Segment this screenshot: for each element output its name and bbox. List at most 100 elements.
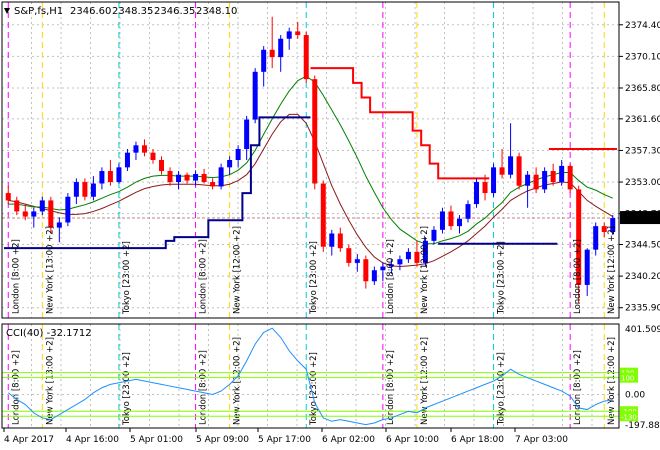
candle-body bbox=[141, 145, 147, 153]
cci-level-label: -130 bbox=[621, 413, 637, 421]
session-label-cci: London [8:00 +2] bbox=[199, 350, 209, 425]
session-label-main: London [8:00 +2] bbox=[11, 239, 21, 314]
time-tick-label: 6 Apr 02:00 bbox=[322, 435, 375, 445]
ohlc-close: 2348.10 bbox=[196, 6, 237, 17]
candle-body bbox=[82, 182, 88, 197]
current-price-tag bbox=[620, 211, 660, 225]
price-tick-label: 2344.50 bbox=[625, 241, 660, 251]
resistance-line bbox=[310, 67, 490, 180]
session-label-main: Tokyo [23:00 +2] bbox=[497, 241, 507, 315]
session-label-main: London [8:00 +2] bbox=[386, 239, 396, 314]
main-pane-frame bbox=[1, 1, 620, 319]
symbol-title: S&P,fs,H1 bbox=[14, 6, 63, 17]
session-label-main: Tokyo [23:00 +2] bbox=[309, 241, 319, 315]
candlestick-series bbox=[5, 16, 616, 304]
candle-body bbox=[584, 249, 590, 285]
candle-body bbox=[56, 222, 62, 228]
ohlc-open: 2346.60 bbox=[70, 6, 111, 17]
session-label-main: New York [12:00 +2] bbox=[233, 226, 243, 314]
candle-body bbox=[303, 35, 309, 80]
candle-body bbox=[525, 174, 531, 186]
price-axis: 2374.40 2370.10 2365.80 2361.60 2357.30 2353.… bbox=[619, 21, 660, 314]
candle-body bbox=[244, 119, 250, 149]
candle-body bbox=[405, 251, 411, 260]
candle-body bbox=[39, 200, 45, 212]
price-tick-label: 2370.10 bbox=[625, 52, 660, 62]
candle-body bbox=[448, 211, 454, 227]
candle-body bbox=[295, 31, 301, 36]
time-tick-label: 7 Apr 03:00 bbox=[515, 435, 568, 445]
time-tick-label: 5 Apr 01:00 bbox=[130, 435, 183, 445]
candle-body bbox=[252, 71, 258, 120]
candle-body bbox=[176, 174, 182, 183]
session-label-cci: London [8:00 +2] bbox=[11, 350, 21, 425]
price-tick-label: 2353.00 bbox=[625, 178, 660, 188]
session-label-main: Tokyo [23:00 +2] bbox=[122, 241, 132, 315]
time-tick-label: 4 Apr 16:00 bbox=[66, 435, 119, 445]
candle-body bbox=[73, 182, 79, 197]
session-label-cci: Tokyo [23:00 +2] bbox=[122, 352, 132, 426]
candle-body bbox=[107, 171, 113, 183]
candle-body bbox=[465, 204, 471, 219]
candle-body bbox=[286, 31, 292, 39]
candle-body bbox=[99, 171, 105, 184]
cci-level-tag bbox=[620, 406, 638, 417]
price-tick-label: 2335.90 bbox=[625, 304, 660, 314]
session-label-cci: London [8:00 +2] bbox=[573, 350, 583, 425]
candle-body bbox=[610, 218, 616, 233]
candle-body bbox=[235, 148, 241, 160]
candle-body bbox=[491, 167, 497, 194]
current-price-label: 2348.10 bbox=[623, 214, 660, 224]
ohlc-low: 2346.35 bbox=[154, 6, 195, 17]
candle-body bbox=[184, 174, 190, 181]
chart-header: S&P,fs,H1 2346.60 2348.35 2346.35 2348.1… bbox=[4, 6, 237, 17]
price-tick-label: 2340.20 bbox=[625, 272, 660, 282]
candle-body bbox=[159, 160, 165, 172]
candle-body bbox=[414, 251, 420, 263]
candle-body bbox=[48, 200, 54, 228]
price-tick-label: 2357.30 bbox=[625, 146, 660, 156]
price-grid bbox=[2, 2, 619, 428]
candle-body bbox=[124, 152, 130, 168]
time-axis: 4 Apr 2017 4 Apr 16:00 5 Apr 01:00 5 Apr 09… bbox=[3, 428, 568, 445]
candle-body bbox=[354, 259, 360, 263]
candle-body bbox=[22, 211, 28, 217]
candle-body bbox=[329, 233, 335, 247]
candle-body bbox=[201, 173, 207, 183]
time-tick-label: 4 Apr 2017 bbox=[4, 435, 54, 445]
candle-body bbox=[456, 218, 462, 227]
session-label-main: New York [13:00 +2] bbox=[45, 226, 55, 314]
support-line bbox=[4, 116, 311, 250]
candle-body bbox=[431, 229, 437, 241]
candle-body bbox=[320, 183, 326, 247]
candle-body bbox=[65, 196, 71, 223]
candle-body bbox=[90, 183, 96, 197]
candle-body bbox=[542, 171, 548, 190]
session-label-cci: London [8:00 +2] bbox=[386, 350, 396, 425]
candle-body bbox=[227, 160, 233, 168]
cci-label: CCI(40) -32.1712 bbox=[6, 328, 92, 339]
candle-body bbox=[422, 240, 428, 263]
candle-body bbox=[388, 264, 394, 267]
candle-body bbox=[474, 182, 480, 205]
session-label-main: New York [12:00 +2] bbox=[420, 226, 430, 314]
session-markers bbox=[7, 2, 605, 428]
candle-body bbox=[559, 165, 565, 183]
time-tick-label: 6 Apr 18:00 bbox=[451, 435, 504, 445]
session-label-main: New York [12:00 +2] bbox=[607, 226, 617, 314]
candle-body bbox=[601, 226, 607, 233]
cci-max-label: 401.5093 bbox=[625, 325, 660, 335]
moving-average-dark bbox=[8, 113, 614, 268]
cci-level-tag bbox=[620, 411, 638, 422]
session-labels: London [8:00 +2] London [8:00 +2] New York… bbox=[11, 226, 617, 426]
cci-level-label: 100 bbox=[621, 375, 634, 383]
candle-body bbox=[31, 211, 37, 217]
time-tick-label: 5 Apr 17:00 bbox=[258, 435, 311, 445]
session-label-cci: Tokyo [23:00 +2] bbox=[309, 352, 319, 426]
dropdown-triangle-icon[interactable] bbox=[4, 8, 10, 14]
price-tick-label: 2365.80 bbox=[625, 84, 660, 94]
moving-average-green bbox=[8, 75, 613, 245]
cci-header: CCI(40) -32.1712 bbox=[6, 328, 92, 339]
